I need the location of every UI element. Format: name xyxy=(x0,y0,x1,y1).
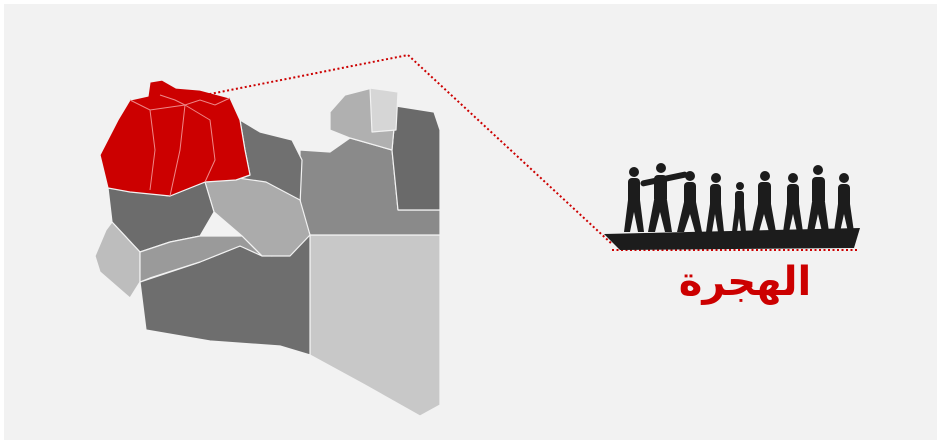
boat xyxy=(604,228,860,250)
region-borders xyxy=(129,94,231,197)
region xyxy=(391,105,441,211)
people xyxy=(624,163,854,232)
libya-map xyxy=(94,79,441,417)
highlighted-region xyxy=(99,79,251,197)
region xyxy=(204,177,311,257)
migrants-silhouette xyxy=(604,163,860,250)
region xyxy=(139,235,263,283)
migration-label: الهجرة xyxy=(679,259,811,305)
region xyxy=(369,87,399,133)
connector-line xyxy=(204,53,613,245)
